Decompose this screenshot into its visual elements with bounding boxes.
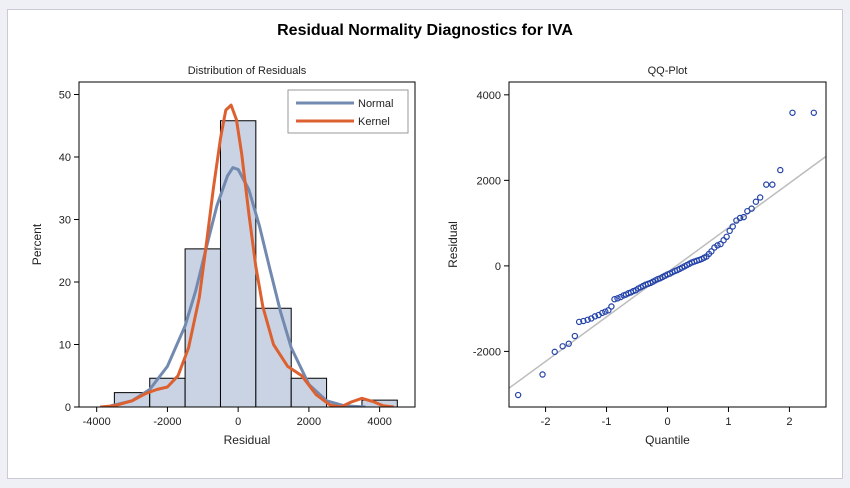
y-tick-label: 0 — [495, 261, 501, 273]
x-tick-label: -2000 — [153, 416, 181, 428]
y-tick-label: 2000 — [477, 175, 501, 187]
qq-point — [611, 296, 618, 303]
plot-area — [509, 109, 826, 399]
y-tick-label: 40 — [59, 152, 71, 164]
qq-point — [514, 391, 522, 399]
y-axis-label: Percent — [30, 223, 44, 265]
density-curve-normal — [110, 166, 366, 407]
qq-point — [714, 242, 721, 249]
x-tick-label: 2000 — [297, 416, 321, 428]
plot-frame — [508, 81, 827, 408]
qq-point — [756, 194, 764, 201]
x-tick-label: -2 — [541, 416, 551, 428]
qq-point — [565, 340, 572, 347]
qq-point — [752, 198, 760, 205]
qq-point — [580, 317, 587, 325]
x-tick-label: 2 — [786, 416, 792, 428]
qq-point — [789, 109, 796, 116]
legend: Normal Kernel — [287, 89, 409, 134]
y-tick-label: 30 — [59, 215, 71, 227]
histogram-bar — [255, 307, 292, 407]
qq-point — [736, 214, 744, 222]
qq-point — [740, 213, 747, 221]
x-tick-label: -1 — [602, 416, 612, 428]
y-axis-label: Residual — [446, 221, 460, 268]
qq-point — [614, 295, 621, 302]
x-tick-label: 0 — [235, 416, 241, 428]
qq-point — [717, 240, 724, 248]
qq-point — [777, 166, 784, 174]
y-tick-label: 0 — [65, 402, 71, 414]
y-tick-label: 50 — [59, 90, 71, 102]
chart-subtitle: QQ-Plot — [648, 65, 688, 77]
x-axis-label: Quantile — [645, 433, 690, 447]
y-tick-label: 20 — [59, 277, 71, 289]
chart-panel-2: QQ-Plot -2 -1 0 1 2 -2000 0 2000 4000 Quantile Resi… — [446, 65, 827, 447]
x-axis-label: Residual — [224, 433, 271, 447]
qq-point — [539, 371, 546, 378]
plot-area — [100, 103, 398, 407]
y-tick-label: -2000 — [473, 346, 501, 358]
qq-point — [769, 181, 776, 188]
x-tick-label: 1 — [725, 416, 731, 428]
qq-point — [748, 205, 755, 212]
legend-label-kernel: Kernel — [358, 116, 390, 128]
qq-point — [602, 308, 609, 315]
chart-panel-1: Distribution of Residuals Normal Kernel -40… — [30, 65, 416, 447]
qq-point — [763, 181, 770, 188]
qq-point — [605, 307, 612, 314]
histogram-bar — [219, 120, 257, 407]
y-tick-label: 4000 — [477, 90, 501, 102]
x-tick-label: -4000 — [83, 416, 111, 428]
qq-point — [571, 332, 579, 340]
qq-point — [726, 227, 733, 235]
plot-frame — [78, 81, 416, 408]
qq-point — [559, 343, 566, 350]
qq-point — [575, 318, 583, 326]
qq-point — [608, 303, 615, 310]
qq-point — [723, 233, 730, 241]
qq-point — [810, 109, 818, 116]
figure-title: Residual Normality Diagnostics for IVA — [277, 22, 573, 39]
qq-point — [584, 316, 591, 323]
qq-point — [729, 223, 736, 230]
qq-point — [591, 313, 599, 320]
y-tick-label: 10 — [59, 340, 71, 352]
density-curve-kernel — [100, 103, 394, 407]
qq-point — [551, 348, 558, 356]
chart-subtitle: Distribution of Residuals — [188, 65, 307, 77]
legend-box — [287, 89, 409, 134]
qq-point — [599, 309, 606, 317]
x-tick-label: 0 — [664, 416, 670, 428]
x-tick-label: 4000 — [367, 416, 391, 428]
legend-label-normal: Normal — [358, 98, 393, 110]
qq-point — [708, 248, 715, 255]
